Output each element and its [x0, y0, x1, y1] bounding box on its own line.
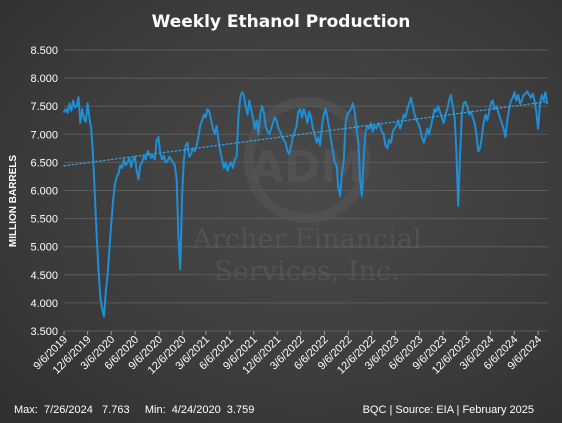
trend-line — [63, 101, 548, 167]
watermark-logo-text: ADM — [250, 142, 364, 193]
y-tick-label: 4.000 — [30, 298, 58, 310]
footer-source: BQC | Source: EIA | February 2025 — [362, 404, 534, 416]
chart-title: Weekly Ethanol Production — [152, 12, 411, 32]
y-tick-label: 6.000 — [30, 186, 58, 198]
watermark: ADM Archer Financial Services, Inc. — [191, 97, 422, 287]
y-tick-label: 5.500 — [30, 214, 58, 226]
adm-logo-ring — [244, 97, 370, 223]
y-tick-label: 4.500 — [30, 270, 58, 282]
watermark-line-2: Services, Inc. — [214, 256, 399, 287]
y-tick-label: 8.500 — [30, 45, 58, 57]
x-axis-ticks: 9/6/201912/6/20193/6/20206/6/20209/6/202… — [31, 331, 544, 377]
watermark-line-1: Archer Financial — [191, 224, 421, 255]
y-tick-label: 7.000 — [30, 129, 58, 141]
series-layer — [63, 90, 549, 318]
y-tick-label: 3.500 — [30, 326, 58, 338]
y-tick-label: 8.000 — [30, 73, 58, 85]
y-tick-label: 6.500 — [30, 157, 58, 169]
y-axis-label: MILLION BARRELS — [8, 155, 19, 248]
y-axis-ticks: 3.500 4.000 4.500 5.000 5.500 6.000 6.500 7.000… — [30, 45, 58, 338]
production-series-line — [63, 90, 549, 318]
y-tick-label: 5.000 — [30, 242, 58, 254]
y-tick-label: 7.500 — [30, 101, 58, 113]
footer-min-max: Max: 7/26/2024 7.763 Min: 4/24/2020 3.75… — [14, 404, 255, 416]
